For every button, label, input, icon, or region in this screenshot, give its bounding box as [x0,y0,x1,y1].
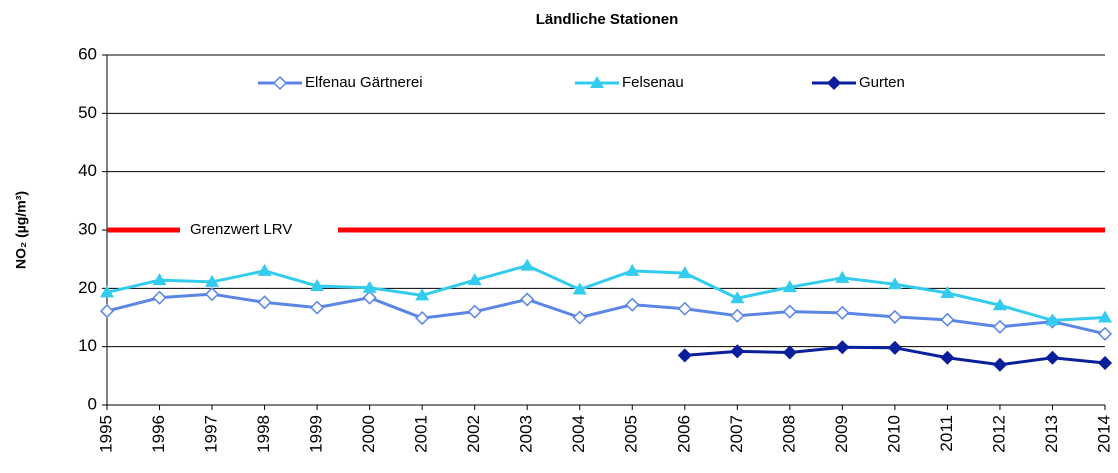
data-point [572,310,587,325]
y-tick-label: 20 [78,278,97,297]
x-tick-label: 2006 [674,415,693,453]
data-point [415,311,430,326]
data-point [467,304,482,319]
x-tick-label: 1999 [307,415,326,453]
y-tick-label: 30 [78,219,97,238]
data-point [730,308,745,323]
data-point [152,273,167,286]
data-point [520,292,535,307]
data-point [257,295,272,310]
x-tick-label: 1996 [149,415,168,453]
data-point [782,304,797,319]
data-point [257,263,272,276]
data-point [1045,313,1060,326]
data-point [572,282,587,295]
x-tick-label: 2014 [1094,415,1113,453]
threshold-label-bg [180,219,338,241]
x-tick-label: 2013 [1042,415,1061,453]
data-point [1097,326,1113,341]
legend-label: Elfenau Gärtnerei [305,74,423,91]
data-point [99,304,115,319]
data-point [1045,350,1060,365]
x-tick-label: 2007 [727,415,746,453]
x-tick-label: 2004 [569,415,588,453]
y-tick-label: 0 [88,394,97,413]
data-point [730,344,745,359]
legend-marker [590,76,604,88]
data-point [100,285,114,298]
data-point [835,270,850,283]
data-point [520,258,535,271]
data-point [362,280,377,293]
data-point [992,319,1008,334]
data-point [677,266,692,279]
x-tick-label: 2005 [622,415,641,453]
data-point [887,277,902,290]
legend-marker [826,75,842,91]
data-point [940,350,955,365]
data-point [1098,310,1112,323]
data-point [835,340,850,355]
series-line [106,263,1106,322]
data-point [310,300,325,315]
y-tick-label: 60 [78,44,97,63]
data-point [835,305,850,320]
data-point [782,345,797,360]
x-tick-label: 2000 [359,415,378,453]
data-point [467,273,482,286]
series-line [106,292,1106,336]
data-point [205,274,220,287]
data-point [1097,355,1113,371]
data-point [415,288,430,301]
legend-label: Gurten [859,74,905,91]
data-point [730,291,745,304]
chart-title: Ländliche Stationen [536,11,679,28]
data-point [677,348,692,363]
x-tick-label: 2012 [989,415,1008,453]
y-tick-label: 50 [78,103,97,122]
x-tick-label: 1995 [96,415,115,453]
legend-label: Felsenau [622,74,684,91]
data-point [940,286,955,298]
data-point [625,297,640,312]
threshold-label: Grenzwert LRV [190,221,292,238]
y-axis-label: NO₂ (µg/m³) [13,191,29,269]
x-tick-label: 1998 [254,415,273,453]
x-tick-label: 2002 [464,415,483,453]
y-tick-label: 10 [78,336,97,355]
x-tick-label: 2009 [832,415,851,453]
data-point [992,298,1007,311]
data-point [625,263,640,276]
data-point [204,287,220,302]
data-point [887,340,902,355]
data-point [677,301,692,316]
y-tick-label: 40 [78,161,97,180]
data-point [782,280,797,293]
x-tick-label: 2011 [937,415,956,452]
legend-marker [272,75,288,91]
data-point [310,279,325,291]
x-tick-label: 2003 [517,415,536,453]
data-point [887,309,902,324]
data-point [362,290,377,305]
data-point [940,312,955,327]
data-point [152,290,167,305]
data-point [992,357,1008,372]
x-tick-label: 2010 [884,415,903,453]
x-tick-label: 1997 [202,415,221,453]
x-tick-label: 2001 [412,415,431,453]
x-tick-label: 2008 [779,415,798,453]
